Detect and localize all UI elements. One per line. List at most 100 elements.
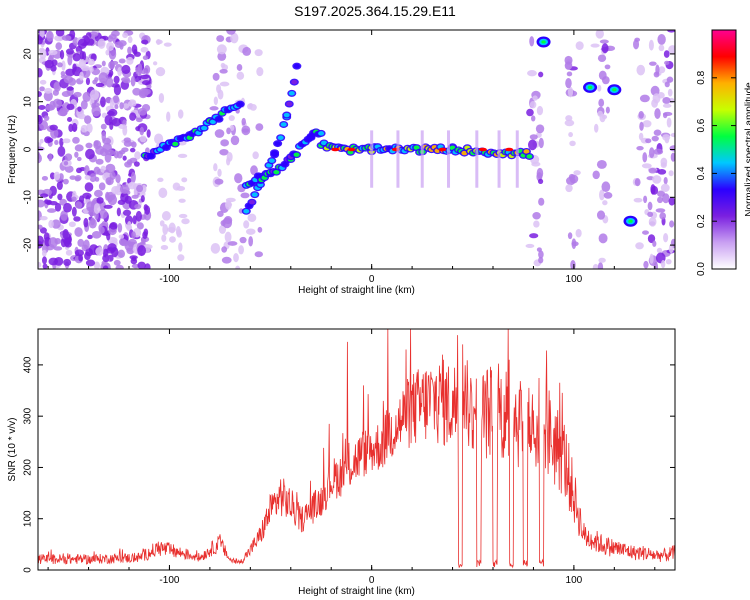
noise-blob <box>97 38 106 49</box>
noise-blob <box>63 161 69 166</box>
rising-trace-2-core <box>280 122 287 127</box>
noise-blob <box>48 49 58 56</box>
noise-blob <box>95 158 104 165</box>
noise-blob <box>529 233 539 239</box>
noise-blob <box>647 201 653 211</box>
noise-blob <box>89 89 100 101</box>
noise-blob <box>46 30 54 42</box>
noise-blob <box>108 33 117 40</box>
flat-trace-core <box>461 150 468 156</box>
noise-blob <box>538 71 544 78</box>
noise-blob <box>39 79 47 85</box>
noise-blob <box>48 219 54 229</box>
figure-title: S197.2025.364.15.29.E11 <box>294 3 456 19</box>
noise-blob <box>64 241 72 248</box>
noise-blob <box>242 46 252 56</box>
snr-series-line <box>38 329 675 569</box>
noise-blob <box>74 174 82 182</box>
noise-blob <box>598 257 606 263</box>
noise-blob <box>220 139 229 147</box>
noise-blob <box>94 77 99 82</box>
noise-blob <box>38 235 44 246</box>
noise-blob <box>90 217 96 226</box>
noise-blob <box>217 89 224 100</box>
noise-blob <box>653 148 664 155</box>
noise-blob <box>566 71 573 77</box>
noise-blob <box>100 123 107 130</box>
rising-trace-2-core <box>268 158 275 163</box>
snr-plot-area <box>38 329 675 569</box>
noise-blob <box>72 136 80 144</box>
noise-blob <box>564 119 575 127</box>
noise-blob <box>76 167 83 174</box>
noise-blob <box>162 224 169 235</box>
spectrogram-xtick-label: -100 <box>159 274 179 285</box>
noise-blob <box>57 62 63 68</box>
noise-blob <box>575 228 582 238</box>
noise-blob <box>67 54 73 66</box>
noise-blob <box>50 128 59 139</box>
noise-blob <box>108 48 117 60</box>
noise-blob <box>107 194 118 206</box>
flat-trace-core <box>321 140 327 146</box>
noise-blob <box>226 30 236 35</box>
snr-ytick-label: 400 <box>23 356 34 373</box>
noise-blob <box>68 221 76 228</box>
snr-ylabel: SNR (10 * v/v) <box>7 418 18 482</box>
noise-blob <box>526 108 534 117</box>
colorbar-label: Normalized spectral amplitude <box>744 82 750 217</box>
noise-blob <box>41 175 49 181</box>
noise-blob <box>136 222 144 230</box>
noise-blob <box>598 98 605 107</box>
noise-blob <box>113 150 119 159</box>
noise-blob <box>642 152 648 163</box>
noise-blob <box>664 136 670 144</box>
noise-blob <box>221 246 228 253</box>
noise-blob <box>44 87 53 94</box>
noise-blob <box>137 63 143 74</box>
noise-blob <box>55 30 65 37</box>
noise-blob <box>538 256 544 264</box>
noise-blob <box>538 137 544 149</box>
colorbar-tick-label: 0.4 <box>696 166 707 180</box>
noise-blob <box>666 76 674 83</box>
noise-blob <box>235 265 241 269</box>
noise-blob <box>63 202 72 213</box>
snr-xlabel: Height of straight line (km) <box>298 586 415 597</box>
noise-blob <box>98 226 105 234</box>
noise-blob <box>38 35 43 45</box>
noise-blob <box>219 148 229 156</box>
noise-blob <box>45 104 54 112</box>
snr-xtick-label: 100 <box>566 575 583 586</box>
noise-blob <box>122 155 127 161</box>
noise-blob <box>59 49 65 60</box>
noise-blob <box>656 247 663 254</box>
noise-blob <box>158 92 165 103</box>
noise-blob <box>127 46 132 55</box>
noise-blob <box>605 106 610 114</box>
rising-trace-2-core <box>251 192 258 197</box>
flat-trace-streak <box>497 130 501 188</box>
noise-blob <box>74 151 79 158</box>
noise-blob <box>98 72 109 84</box>
noise-blob <box>166 111 171 122</box>
noise-blob <box>91 105 101 117</box>
flat-trace-streak <box>475 130 479 188</box>
noise-blob <box>71 206 77 217</box>
spectrogram-ytick-label: 10 <box>23 96 34 108</box>
noise-blob <box>54 202 62 212</box>
noise-blob <box>79 50 85 61</box>
noise-blob <box>73 91 82 98</box>
flat-trace-hotspot <box>347 147 356 152</box>
rising-trace-1-core <box>148 153 155 159</box>
noise-blob <box>590 43 600 48</box>
noise-blob <box>137 245 147 257</box>
noise-blob <box>74 144 84 152</box>
noise-blob <box>664 81 670 88</box>
noise-blob <box>575 41 584 51</box>
noise-blob <box>62 138 71 144</box>
noise-blob <box>134 203 142 210</box>
noise-blob <box>236 71 245 80</box>
noise-blob <box>56 181 63 191</box>
noise-blob <box>140 69 147 75</box>
